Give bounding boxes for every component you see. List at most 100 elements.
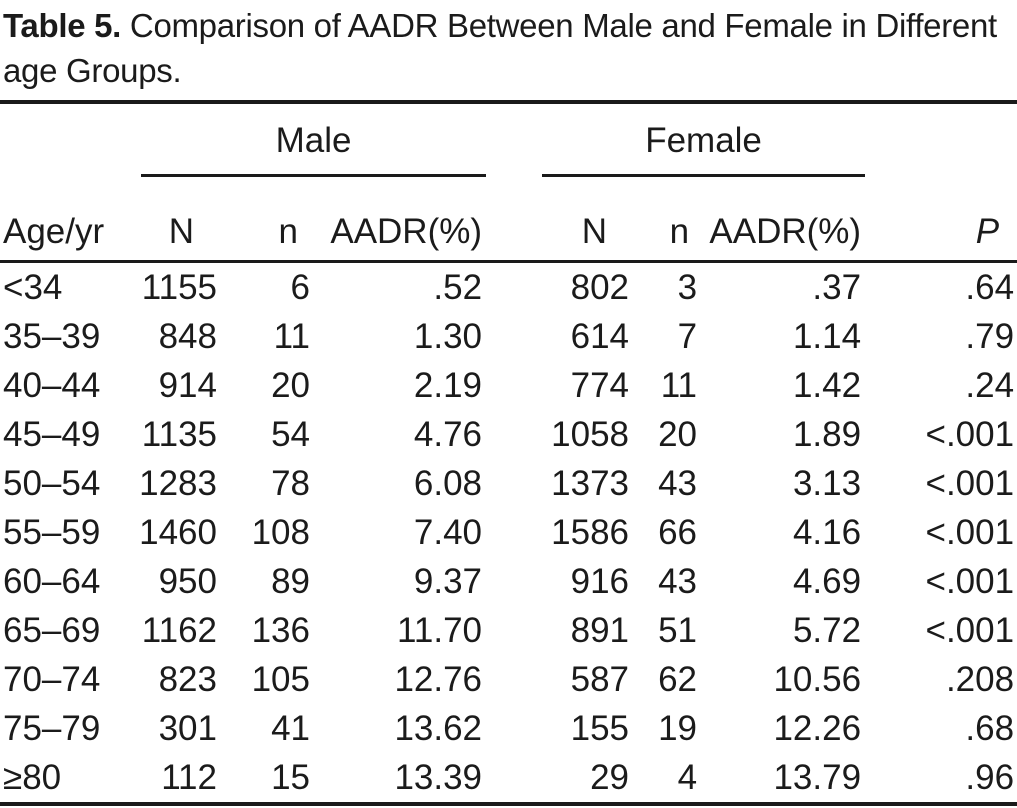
female-N-cell: 29 (590, 757, 630, 797)
p-cell: .96 (965, 757, 1015, 797)
female-aadr-column-header: AADR(%) (703, 177, 866, 263)
female-aadr-cell: 5.72 (792, 610, 862, 650)
female-N-cell: 614 (570, 316, 630, 356)
age-cell: 45–49 (3, 414, 101, 454)
female-aadr-cell: 1.14 (792, 316, 862, 356)
male-n-cell: 54 (271, 414, 310, 454)
female-n-cell: 11 (660, 365, 698, 405)
female-n-cell: 66 (658, 512, 698, 552)
table-row: 40–44 914 20 2.19 774 11 1.42 .24 (0, 361, 1017, 410)
age-cell: 35–39 (3, 316, 101, 356)
male-aadr-cell: 4.76 (413, 414, 483, 454)
female-N-cell: 802 (570, 267, 630, 307)
male-spanner-rule: Male (141, 121, 487, 177)
male-n-cell: 136 (251, 610, 310, 650)
age-cell: <34 (3, 267, 63, 307)
age-cell: 70–74 (3, 659, 101, 699)
female-n-column-header: n (631, 177, 704, 263)
female-aadr-cell: 10.56 (773, 659, 862, 699)
male-aadr-cell: 13.62 (394, 708, 483, 748)
female-aadr-cell: 13.79 (773, 757, 862, 797)
p-cell: <.001 (925, 414, 1015, 454)
p-cell: .208 (945, 659, 1015, 699)
female-N-cell: 1373 (551, 463, 630, 503)
female-n-cell: 43 (658, 463, 698, 503)
female-n-cell: 7 (677, 316, 698, 356)
p-cell: <.001 (925, 512, 1015, 552)
age-cell: 40–44 (3, 365, 101, 405)
female-n-cell: 51 (658, 610, 698, 650)
male-N-cell: 301 (158, 708, 217, 748)
table-row: ≥80 112 15 13.39 29 4 13.79 .96 (0, 753, 1017, 804)
male-n-cell: 105 (251, 659, 310, 699)
male-N-cell: 1162 (141, 610, 217, 650)
female-N-cell: 1586 (551, 512, 630, 552)
group-header-p-spacer (865, 102, 1017, 177)
p-cell: <.001 (925, 561, 1015, 601)
female-aadr-cell: 4.69 (792, 561, 862, 601)
female-N-cell: 155 (570, 708, 630, 748)
age-column-header: Age/yr (0, 177, 132, 263)
male-n-column-header: n (222, 177, 314, 263)
age-cell: 75–79 (3, 708, 101, 748)
male-n-cell: 41 (271, 708, 310, 748)
table-title-text: Comparison of AADR Between Male and Fema… (3, 7, 997, 89)
age-cell: ≥80 (3, 757, 62, 797)
table-title: Table 5. Comparison of AADR Between Male… (0, 0, 1017, 93)
table-row: 60–64 950 89 9.37 916 43 4.69 <.001 (0, 557, 1017, 606)
table-row: <34 1155 6 .52 802 3 .37 .64 (0, 262, 1017, 313)
male-N-cell: 950 (158, 561, 217, 601)
column-header-row: Age/yr N n AADR(%) N n AADR(%) P (0, 177, 1017, 263)
group-header-female: Female (486, 102, 866, 177)
male-aadr-cell: 13.39 (394, 757, 483, 797)
female-aadr-cell: 1.42 (792, 365, 862, 405)
table-row: 55–59 1460 108 7.40 1586 66 4.16 <.001 (0, 508, 1017, 557)
table-row: 65–69 1162 136 11.70 891 51 5.72 <.001 (0, 606, 1017, 655)
female-n-cell: 62 (658, 659, 698, 699)
female-n-cell: 43 (658, 561, 698, 601)
table-body: <34 1155 6 .52 802 3 .37 .64 35–39 848 11 1.30 614 7 1… (0, 262, 1017, 805)
male-N-cell: 1155 (141, 267, 217, 307)
male-N-cell: 1460 (139, 512, 217, 552)
female-N-cell: 891 (570, 610, 630, 650)
female-n-cell: 20 (658, 414, 698, 454)
male-group-label: Male (275, 121, 352, 160)
male-aadr-cell: .52 (433, 267, 483, 307)
p-cell: <.001 (925, 610, 1015, 650)
male-aadr-column-header: AADR(%) (314, 177, 487, 263)
male-N-column-header: N (132, 177, 222, 263)
female-aadr-cell: 12.26 (773, 708, 862, 748)
p-column-header: P (865, 177, 1017, 263)
male-n-cell: 89 (271, 561, 310, 601)
male-N-cell: 914 (158, 365, 217, 405)
male-aadr-cell: 7.40 (413, 512, 483, 552)
p-cell: .24 (965, 365, 1015, 405)
female-N-cell: 774 (570, 365, 630, 405)
male-n-cell: 108 (251, 512, 310, 552)
table-row: 70–74 823 105 12.76 587 62 10.56 .208 (0, 655, 1017, 704)
female-n-cell: 3 (677, 267, 698, 307)
group-header-spacer (0, 102, 132, 177)
male-N-cell: 1135 (141, 414, 217, 454)
male-aadr-cell: 2.19 (413, 365, 483, 405)
p-cell: .68 (965, 708, 1015, 748)
comparison-table: Male Female Age/yr N n AADR(%) N n AADR(… (0, 100, 1017, 806)
male-aadr-cell: 6.08 (413, 463, 483, 503)
male-n-cell: 15 (271, 757, 310, 797)
male-n-cell: 78 (271, 463, 310, 503)
male-aadr-cell: 9.37 (413, 561, 483, 601)
female-N-cell: 1058 (551, 414, 630, 454)
male-n-cell: 6 (290, 267, 310, 307)
p-cell: .64 (965, 267, 1015, 307)
female-N-column-header: N (486, 177, 632, 263)
table-row: 50–54 1283 78 6.08 1373 43 3.13 <.001 (0, 459, 1017, 508)
female-N-cell: 916 (570, 561, 630, 601)
age-cell: 60–64 (3, 561, 101, 601)
female-aadr-cell: 1.89 (792, 414, 862, 454)
male-N-cell: 848 (158, 316, 217, 356)
male-N-cell: 112 (161, 757, 217, 797)
female-aadr-cell: .37 (812, 267, 862, 307)
female-n-cell: 4 (677, 757, 698, 797)
male-n-cell: 20 (271, 365, 310, 405)
